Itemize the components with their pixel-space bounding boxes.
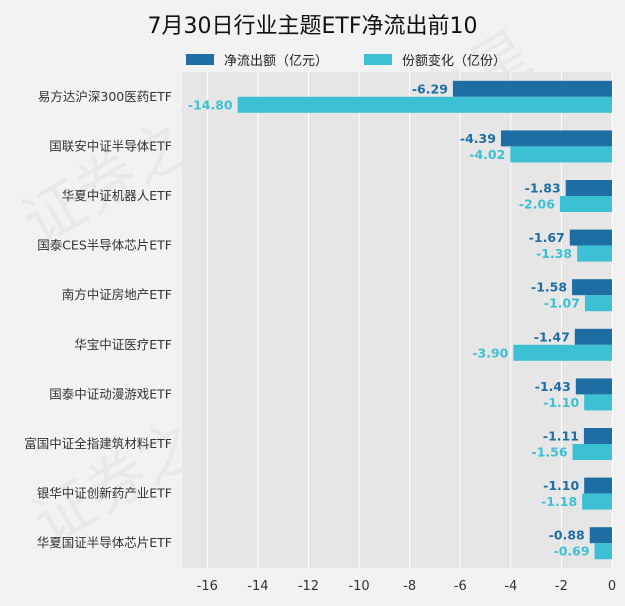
x-tick-label: -16 — [197, 579, 218, 594]
data-label-outflow: -1.83 — [525, 181, 561, 196]
category-label: 华夏中证机器人ETF — [62, 188, 172, 203]
category-label: 国联安中证半导体ETF — [49, 138, 172, 153]
category-label: 国泰中证动漫游戏ETF — [49, 386, 172, 401]
data-label-shares: -0.69 — [554, 544, 590, 559]
chart-title: 7月30日行业主题ETF净流出前10 — [147, 14, 478, 39]
data-label-outflow: -0.88 — [549, 528, 585, 543]
x-tick-label: -8 — [403, 579, 416, 594]
x-tick-label: -14 — [247, 579, 268, 594]
data-label-outflow: -6.29 — [412, 81, 448, 96]
legend-label-outflow: 净流出额（亿元） — [224, 54, 329, 69]
category-label: 银华中证创新药产业ETF — [37, 486, 172, 501]
bar-outflow — [452, 80, 612, 97]
data-label-shares: -1.07 — [544, 296, 580, 311]
data-label-outflow: -4.39 — [460, 131, 496, 146]
bar-outflow — [589, 527, 612, 544]
category-label: 国泰CES半导体芯片ETF — [37, 238, 172, 253]
x-tick-label: -12 — [298, 579, 319, 594]
data-label-shares: -14.80 — [188, 97, 233, 112]
bar-shares — [584, 295, 612, 312]
x-tick-label: 0 — [608, 579, 616, 594]
category-label: 南方中证房地产ETF — [62, 287, 172, 302]
data-label-outflow: -1.11 — [543, 429, 579, 444]
bar-outflow — [574, 328, 612, 345]
data-label-shares: -1.10 — [543, 395, 579, 410]
bar-shares — [584, 394, 612, 411]
data-label-shares: -3.90 — [472, 345, 508, 360]
bar-shares — [237, 96, 612, 113]
data-label-outflow: -1.67 — [529, 230, 565, 245]
bar-outflow — [575, 378, 612, 395]
bar-outflow — [584, 477, 612, 494]
legend-item-outflow: 净流出额（亿元） — [186, 50, 328, 69]
bar-outflow — [583, 428, 612, 444]
chart-legend: 净流出额（亿元） 份额变化（亿份） — [186, 50, 542, 69]
legend-swatch-outflow — [186, 54, 214, 65]
data-label-outflow: -1.10 — [543, 478, 579, 493]
data-label-outflow: -1.43 — [535, 379, 571, 394]
bar-shares — [513, 344, 612, 361]
bar-outflow — [565, 180, 612, 196]
data-label-shares: -1.56 — [532, 445, 568, 460]
bar-shares — [572, 444, 612, 460]
bar-shares — [594, 543, 612, 560]
category-label: 华夏国证半导体芯片ETF — [37, 535, 172, 550]
data-label-outflow: -1.58 — [531, 280, 567, 295]
bar-outflow — [500, 130, 612, 147]
x-tick-label: -6 — [454, 579, 467, 594]
bar-shares — [582, 493, 612, 510]
category-label: 易方达沪深300医药ETF — [38, 89, 172, 104]
data-label-shares: -1.38 — [536, 246, 572, 261]
data-label-outflow: -1.47 — [534, 329, 570, 344]
legend-item-shares: 份额变化（亿份） — [364, 50, 506, 69]
bar-shares — [510, 146, 612, 163]
x-tick-label: -4 — [504, 579, 517, 594]
bar-outflow — [572, 279, 612, 296]
category-label: 富国中证全指建筑材料ETF — [24, 436, 172, 451]
legend-label-shares: 份额变化（亿份） — [402, 54, 507, 69]
category-label: 华宝中证医疗ETF — [74, 337, 172, 352]
data-label-shares: -4.02 — [469, 147, 505, 162]
x-tick-label: -2 — [555, 579, 568, 594]
data-label-shares: -2.06 — [519, 197, 555, 212]
bar-shares — [559, 196, 612, 212]
x-tick-label: -10 — [348, 579, 369, 594]
legend-swatch-shares — [364, 54, 393, 65]
data-label-shares: -1.18 — [541, 494, 577, 509]
bar-outflow — [569, 229, 612, 246]
bar-shares — [577, 245, 612, 262]
